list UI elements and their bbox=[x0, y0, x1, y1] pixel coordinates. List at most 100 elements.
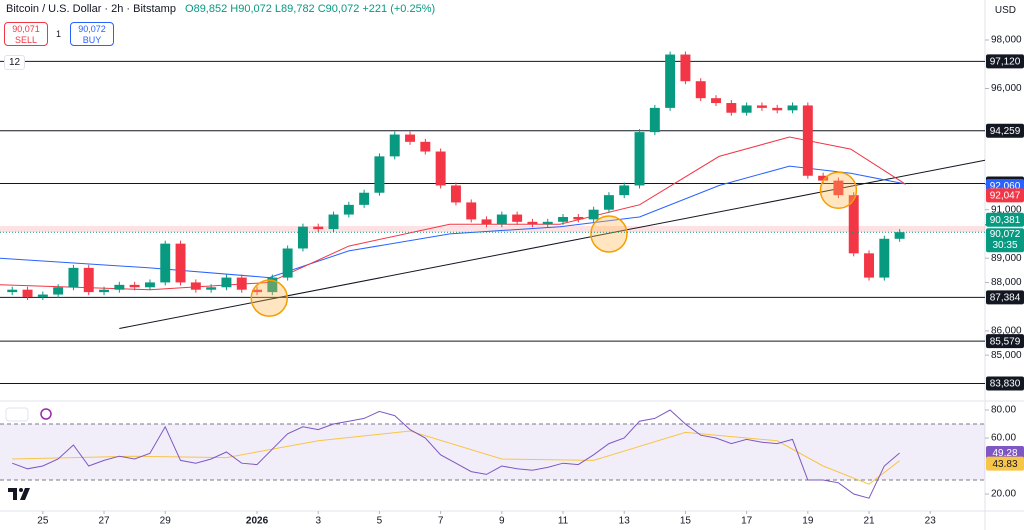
candle-body bbox=[711, 98, 722, 104]
x-tick-label: 5 bbox=[377, 516, 383, 527]
x-tick-label: 11 bbox=[558, 516, 569, 527]
candle-body bbox=[83, 267, 94, 293]
sell-label: SELL bbox=[14, 35, 38, 45]
candle-body bbox=[129, 284, 140, 288]
candle-body bbox=[435, 151, 446, 186]
candle-body bbox=[558, 216, 569, 222]
candle-body bbox=[53, 287, 64, 295]
candle-body bbox=[236, 277, 247, 290]
price-badge-bg bbox=[986, 188, 1024, 203]
resistance-zone bbox=[0, 225, 985, 232]
header: Bitcoin / U.S. Dollar · 2h · Bitstamp O8… bbox=[6, 3, 441, 15]
x-tick-label: 21 bbox=[863, 516, 875, 527]
candle-body bbox=[282, 248, 293, 278]
x-tick-label: 23 bbox=[925, 516, 937, 527]
x-tick-label: 2026 bbox=[246, 516, 269, 527]
candle-body bbox=[879, 238, 890, 278]
candle-body bbox=[389, 134, 400, 157]
level-label-bg bbox=[986, 123, 1024, 138]
y-tick-label: 60.00 bbox=[991, 433, 1016, 444]
candle-body bbox=[175, 243, 186, 283]
highlight-circle bbox=[590, 215, 628, 253]
candle-body bbox=[343, 204, 354, 215]
x-tick-label: 27 bbox=[98, 516, 110, 527]
rsi-ma-badge: 43.83 bbox=[992, 459, 1017, 470]
symbol: Bitcoin / U.S. Dollar · 2h · Bitstamp bbox=[6, 3, 176, 15]
candle-body bbox=[99, 289, 110, 293]
level-label: 97,120 bbox=[990, 56, 1021, 67]
x-tick-label: 7 bbox=[438, 516, 444, 527]
candle-body bbox=[864, 253, 875, 278]
currency[interactable]: USD bbox=[994, 5, 1016, 16]
candle-body bbox=[695, 81, 706, 99]
y-tick-label: 85,000 bbox=[991, 350, 1022, 361]
candle-body bbox=[313, 226, 324, 230]
candle-body bbox=[894, 232, 905, 239]
indicator-count[interactable]: 12 bbox=[4, 55, 26, 70]
y-tick-label: 20.00 bbox=[991, 489, 1016, 500]
price-badge: 92,047 bbox=[990, 190, 1021, 201]
candle-body bbox=[481, 219, 492, 225]
spread: 1 bbox=[56, 29, 62, 39]
buy-label: BUY bbox=[82, 35, 102, 45]
price-badge-bg bbox=[986, 212, 1024, 227]
candle-body bbox=[787, 105, 798, 111]
tv-logo bbox=[8, 488, 30, 500]
buy-button[interactable]: 90,072 BUY bbox=[70, 22, 114, 46]
candle-body bbox=[802, 105, 813, 176]
y-tick-label: 89,000 bbox=[991, 253, 1022, 264]
x-tick-label: 25 bbox=[37, 516, 49, 527]
level-label-bg bbox=[986, 334, 1024, 349]
candle-body bbox=[221, 277, 232, 288]
y-tick-label: 96,000 bbox=[991, 83, 1022, 94]
last-price-bg bbox=[986, 228, 1024, 253]
candle-body bbox=[68, 267, 79, 288]
level-label-bg bbox=[986, 376, 1024, 391]
y-tick-label: 98,000 bbox=[991, 35, 1022, 46]
candle-body bbox=[619, 185, 630, 196]
rsi-ma-badge-bg bbox=[986, 456, 1024, 471]
candle-body bbox=[573, 216, 584, 220]
last-price-label: 90,072 bbox=[990, 229, 1021, 240]
candle-body bbox=[267, 277, 278, 293]
ohlc: O89,852 H90,072 L89,782 C90,072 +221 (+0… bbox=[185, 3, 436, 15]
candle-body bbox=[7, 289, 18, 293]
candle-body bbox=[496, 214, 507, 225]
level-label: 87,384 bbox=[990, 292, 1021, 303]
level-label: 94,259 bbox=[990, 126, 1021, 137]
price-badge: 92,060 bbox=[990, 181, 1021, 192]
candle-body bbox=[665, 54, 676, 108]
y-tick-label: 88,000 bbox=[991, 277, 1022, 288]
rsi-settings-icon[interactable] bbox=[5, 407, 52, 422]
candle-body bbox=[405, 134, 416, 142]
candle-body bbox=[512, 214, 523, 222]
candle-body bbox=[114, 284, 125, 290]
countdown: 30:35 bbox=[992, 240, 1017, 251]
sell-button[interactable]: 90,071 SELL bbox=[4, 22, 48, 46]
highlight-circle bbox=[819, 171, 858, 210]
candle-body bbox=[741, 105, 752, 113]
rsi-badge: 49.28 bbox=[992, 448, 1017, 459]
candle-body bbox=[466, 202, 477, 220]
price-badge: 90,381 bbox=[990, 215, 1021, 226]
y-tick-label: 91,000 bbox=[991, 204, 1022, 215]
candle-body bbox=[756, 105, 767, 108]
candle-body bbox=[144, 282, 155, 288]
candle-body bbox=[160, 243, 171, 283]
x-tick-label: 29 bbox=[160, 516, 172, 527]
rsi-line bbox=[12, 409, 900, 499]
level-label-bg bbox=[986, 290, 1024, 305]
candle-body bbox=[634, 132, 645, 186]
candle-body bbox=[680, 54, 691, 82]
y-tick-label: 80.00 bbox=[991, 405, 1016, 416]
x-tick-label: 9 bbox=[499, 516, 505, 527]
candle-body bbox=[22, 289, 33, 297]
buy-price: 90,072 bbox=[78, 24, 106, 34]
candle-body bbox=[588, 209, 599, 220]
x-tick-label: 13 bbox=[619, 516, 631, 527]
sell-price: 90,071 bbox=[12, 24, 40, 34]
level-label: 85,579 bbox=[990, 336, 1021, 347]
x-tick-label: 19 bbox=[802, 516, 814, 527]
candle-body bbox=[359, 192, 370, 205]
